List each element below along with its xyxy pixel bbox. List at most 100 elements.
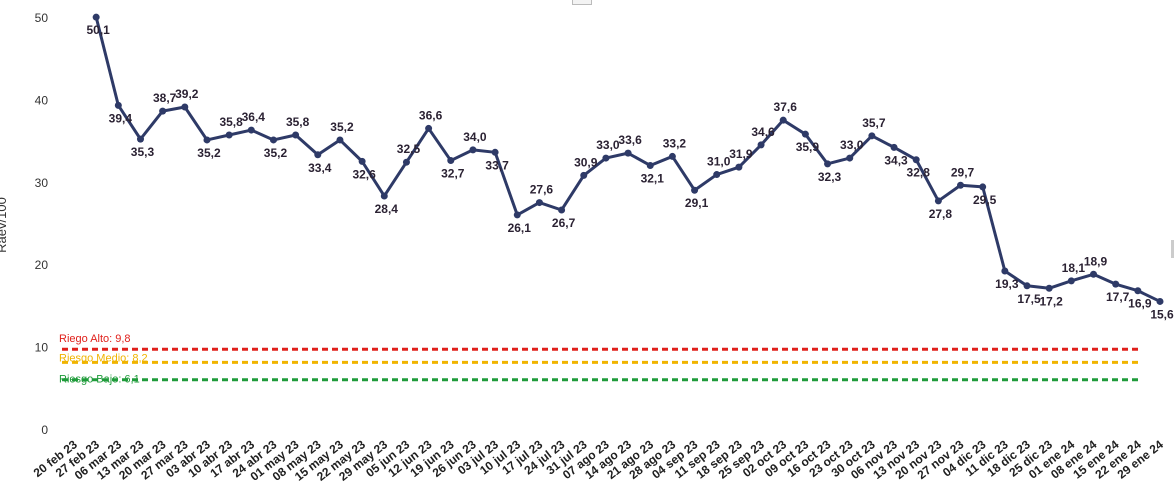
data-label: 33,4 [308, 161, 332, 175]
data-point [92, 13, 100, 21]
data-label: 26,7 [552, 216, 576, 230]
data-label: 17,2 [1040, 294, 1064, 308]
data-label: 18,1 [1062, 261, 1086, 275]
data-label: 33,2 [663, 136, 687, 150]
data-point [691, 186, 699, 194]
data-point [181, 103, 189, 111]
data-point [646, 161, 654, 169]
data-point [358, 157, 366, 165]
data-point [1090, 270, 1098, 278]
data-point [136, 135, 144, 143]
data-point [1001, 267, 1009, 275]
resize-handle-top[interactable] [572, 0, 592, 5]
data-label: 39,2 [175, 87, 199, 101]
data-point [602, 154, 610, 162]
data-point [1023, 282, 1031, 290]
series-line-path [94, 16, 1161, 303]
data-label: 30,9 [574, 155, 598, 169]
data-point [1156, 297, 1164, 305]
reference-line-label: Riesgo Medio: 8,2 [59, 352, 148, 364]
series-line [94, 16, 1161, 303]
data-point [314, 151, 322, 159]
data-label: 18,9 [1084, 254, 1108, 268]
data-label: 33,7 [485, 158, 509, 172]
data-label: 29,5 [973, 193, 997, 207]
data-label: 19,3 [995, 277, 1019, 291]
data-point [668, 152, 676, 160]
data-label: 36,4 [242, 110, 266, 124]
data-point [203, 136, 211, 144]
data-point [824, 160, 832, 168]
data-point [801, 130, 809, 138]
data-labels: 50,139,435,338,739,235,235,836,435,235,8… [86, 23, 1174, 321]
data-label: 34,0 [463, 130, 487, 144]
reference-lines: Riego Alto: 9,8 Riesgo Medio: 8,2 Riesgo B… [59, 333, 1142, 386]
data-point [912, 156, 920, 164]
data-label: 35,2 [330, 120, 354, 134]
data-point [292, 131, 300, 139]
data-point [757, 141, 765, 149]
data-label: 17,5 [1017, 292, 1041, 306]
data-label: 26,1 [508, 221, 532, 235]
data-point [580, 171, 588, 179]
data-label: 34,3 [884, 153, 908, 167]
y-axis-label: Raev/100 [0, 197, 9, 253]
data-point [846, 154, 854, 162]
reference-line-label: Riego Alto: 9,8 [59, 333, 131, 345]
y-tick-label: 50 [35, 11, 49, 25]
data-label: 32,3 [818, 170, 842, 184]
data-label: 28,4 [375, 202, 399, 216]
data-point [247, 126, 255, 134]
data-point [491, 148, 499, 156]
data-label: 31,0 [707, 155, 731, 169]
data-label: 32,7 [441, 167, 465, 181]
y-axis: 0 10 20 30 40 50 [35, 11, 49, 437]
resize-handle-right[interactable] [1171, 240, 1174, 258]
data-label: 16,9 [1128, 297, 1152, 311]
data-label: 37,6 [774, 100, 798, 114]
data-point [890, 143, 898, 151]
data-point [934, 197, 942, 205]
y-tick-label: 30 [35, 176, 49, 190]
data-label: 17,7 [1106, 290, 1130, 304]
data-label: 32,6 [352, 167, 376, 181]
data-label: 35,9 [796, 140, 820, 154]
reference-line-label: Riesgo Bajo: 6,1 [59, 374, 140, 386]
data-point [336, 136, 344, 144]
data-point [225, 131, 233, 139]
data-point [779, 116, 787, 124]
data-point [1112, 280, 1120, 288]
data-point [114, 101, 122, 109]
y-tick-label: 10 [35, 341, 49, 355]
data-label: 35,2 [197, 146, 221, 160]
data-label: 34,6 [751, 125, 775, 139]
data-label: 39,4 [109, 111, 133, 125]
data-point [402, 158, 410, 166]
data-point [957, 181, 965, 189]
data-point [469, 146, 477, 154]
data-point [513, 211, 521, 219]
data-point [979, 183, 987, 191]
data-label: 35,7 [862, 116, 886, 130]
data-point [558, 206, 566, 214]
data-label: 35,8 [286, 115, 310, 129]
data-point [868, 132, 876, 140]
data-point [425, 124, 433, 132]
data-label: 33,0 [840, 138, 864, 152]
data-label: 32,1 [641, 171, 665, 185]
y-tick-label: 40 [35, 93, 49, 107]
data-point [713, 171, 721, 179]
data-point [535, 199, 543, 207]
data-label: 29,1 [685, 196, 709, 210]
data-label: 38,7 [153, 91, 177, 105]
data-label: 31,9 [729, 147, 753, 161]
data-label: 33,6 [618, 133, 642, 147]
data-label: 36,6 [419, 108, 443, 122]
data-point [269, 136, 277, 144]
data-label: 35,8 [219, 115, 243, 129]
data-label: 32,5 [397, 142, 421, 156]
data-point [1067, 277, 1075, 285]
